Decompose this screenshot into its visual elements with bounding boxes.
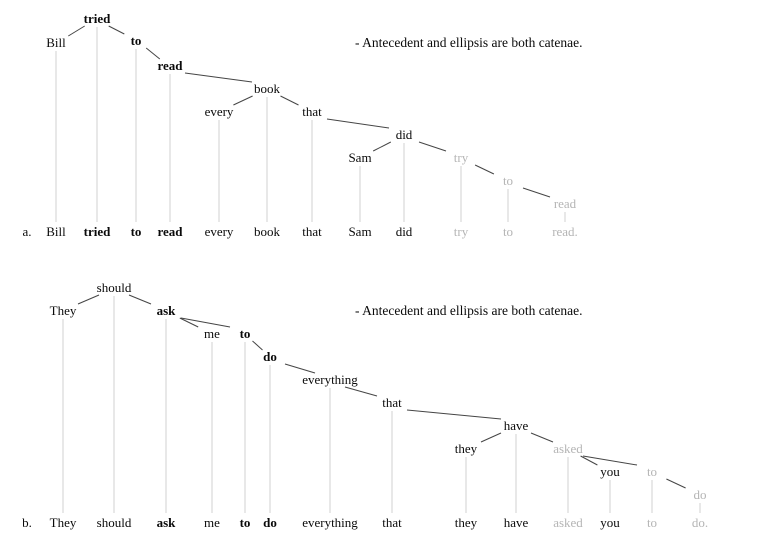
tree-word-a-did: did xyxy=(395,127,413,142)
dependency-edge xyxy=(418,141,447,152)
dependency-edge xyxy=(666,478,686,489)
dependency-edge xyxy=(480,432,502,443)
sentence-word-a-Sam: Sam xyxy=(348,224,372,239)
tree-word-a-read2: read xyxy=(553,196,577,211)
sentence-word-a-Bill: Bill xyxy=(46,224,66,239)
tree-word-b-have: have xyxy=(503,418,529,433)
sentence-word-b-me: me xyxy=(204,515,220,530)
figure-label-b: b. xyxy=(22,515,32,530)
sentence-word-b-you: you xyxy=(600,515,620,530)
sentence-word-a-to1: to xyxy=(130,224,142,239)
dependency-edge xyxy=(530,432,554,443)
annotation-b: - Antecedent and ellipsis are both caten… xyxy=(355,303,583,318)
tree-word-b-They: They xyxy=(49,303,77,318)
dependency-edge xyxy=(77,294,100,305)
dependency-edge xyxy=(233,95,253,106)
annotation-a: - Antecedent and ellipsis are both caten… xyxy=(355,35,583,50)
dependency-edge xyxy=(580,455,598,466)
tree-word-b-they: they xyxy=(454,441,478,456)
sentence-word-a-book: book xyxy=(254,224,280,239)
sentence-word-b-that: that xyxy=(382,515,402,530)
tree-word-b-do1: do xyxy=(263,349,277,364)
dependency-edge xyxy=(128,294,152,305)
tree-word-a-every: every xyxy=(204,104,234,119)
tree-word-a-to1: to xyxy=(130,33,142,48)
sentence-word-b-They: They xyxy=(49,515,77,530)
sentence-word-b-they: they xyxy=(454,515,478,530)
tree-word-a-Bill: Bill xyxy=(46,35,66,50)
sentence-word-b-to1: to xyxy=(239,515,251,530)
tree-word-a-to2: to xyxy=(502,173,514,188)
sentence-word-a-tried: tried xyxy=(83,224,111,239)
sentence-word-b-do2: do. xyxy=(691,515,709,530)
dependency-edge xyxy=(372,141,392,152)
tree-word-b-ask: ask xyxy=(156,303,176,318)
tree-word-b-asked: asked xyxy=(553,441,583,456)
figure-label-a: a. xyxy=(22,224,32,239)
tree-word-b-everything: everything xyxy=(302,372,358,387)
sentence-word-b-have: have xyxy=(503,515,529,530)
tree-word-b-you: you xyxy=(600,464,620,479)
dependency-edge xyxy=(344,386,378,397)
dependency-edge xyxy=(474,164,495,175)
dependency-edge xyxy=(180,317,231,328)
dependency-edge xyxy=(280,95,299,106)
sentence-word-a-that: that xyxy=(302,224,322,239)
tree-word-a-that: that xyxy=(302,104,322,119)
dependency-edge xyxy=(68,25,85,37)
dependency-edge xyxy=(145,47,161,60)
tree-word-a-Sam: Sam xyxy=(348,150,372,165)
sentence-word-a-every: every xyxy=(204,224,234,239)
sentence-word-a-did: did xyxy=(395,224,413,239)
dependency-edge xyxy=(406,409,502,420)
dependency-edge xyxy=(179,317,199,328)
tree-word-a-read1: read xyxy=(157,58,183,73)
tree-word-b-to2: to xyxy=(646,464,658,479)
dependency-edge xyxy=(252,340,263,351)
dependency-edge xyxy=(108,25,125,35)
tree-word-a-book: book xyxy=(254,81,280,96)
sentence-word-b-to2: to xyxy=(646,515,658,530)
dependency-edge xyxy=(582,455,638,466)
tree-word-b-should: should xyxy=(96,280,132,295)
dependency-edge xyxy=(284,363,316,374)
tree-word-a-try: try xyxy=(453,150,469,165)
sentence-word-b-should: should xyxy=(96,515,132,530)
sentence-word-a-read1: read xyxy=(157,224,183,239)
dependency-edge xyxy=(326,118,390,129)
tree-word-b-me: me xyxy=(204,326,220,341)
tree-word-b-that: that xyxy=(382,395,402,410)
tree-word-b-to1: to xyxy=(239,326,251,341)
tree-word-b-do2: do xyxy=(693,487,707,502)
sentence-word-b-do1: do xyxy=(263,515,277,530)
sentence-word-a-to2: to xyxy=(502,224,514,239)
sentence-word-b-asked: asked xyxy=(553,515,583,530)
tree-word-a-tried: tried xyxy=(83,11,111,26)
dependency-edge xyxy=(522,187,551,198)
sentence-word-a-try: try xyxy=(453,224,469,239)
dependency-edge xyxy=(184,72,253,83)
sentence-word-a-read2: read. xyxy=(552,224,578,239)
sentence-word-b-ask: ask xyxy=(156,515,176,530)
sentence-word-b-everything: everything xyxy=(302,515,358,530)
